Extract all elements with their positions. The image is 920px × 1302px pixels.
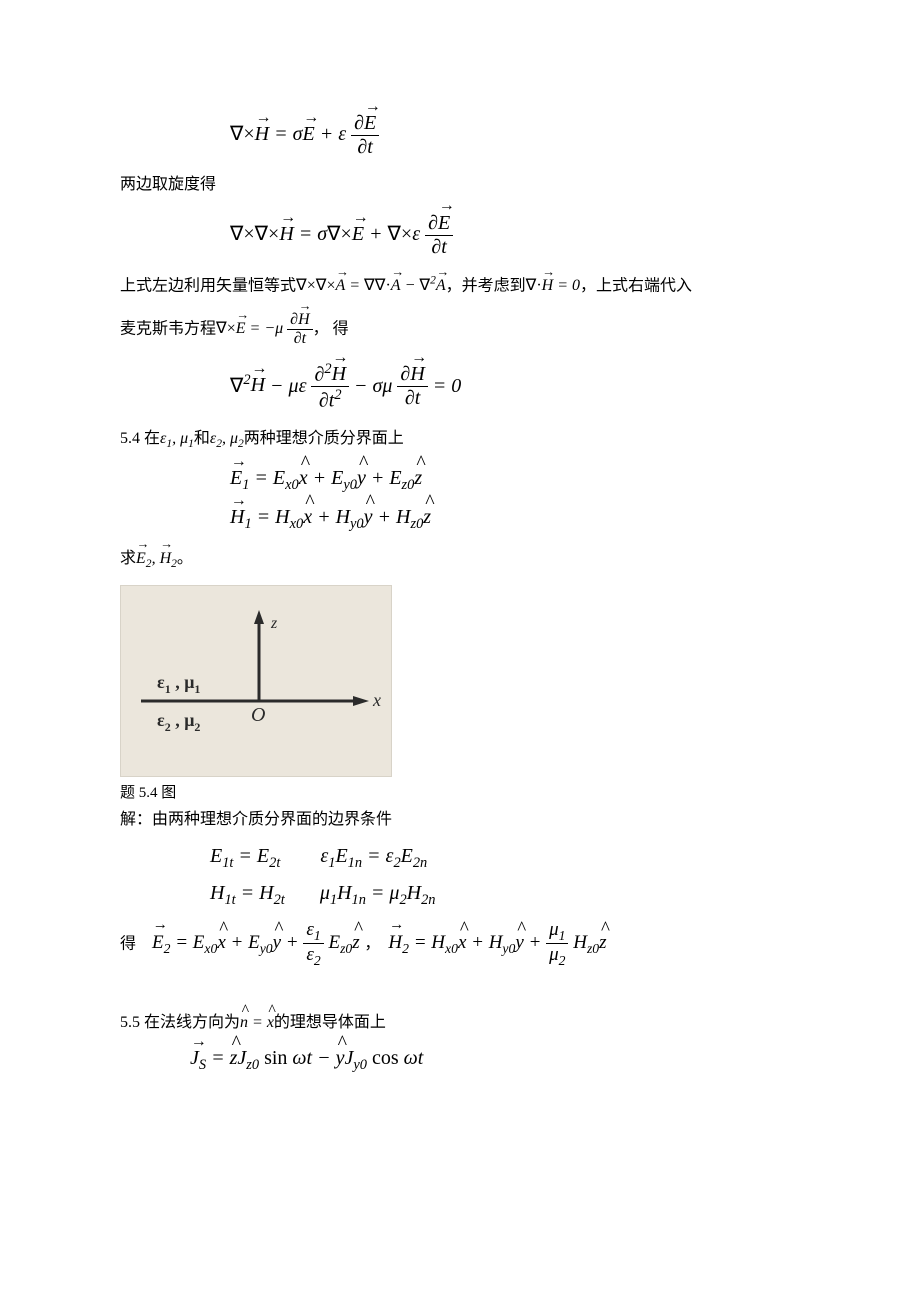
- equation-bc-H: H1t = H2t μ1H1n = μ2H2n: [120, 882, 800, 909]
- text-identity-mid: ，并考虑到: [446, 277, 526, 294]
- equation-bc-E: E1t = E2t ε1E1n = ε2E2n: [120, 845, 800, 872]
- p54-pre: 5.4 在: [120, 430, 160, 447]
- figure-5-4: z x O ε1 , μ1 ε2 , μ2: [120, 585, 392, 777]
- p54-find-post: 。: [177, 550, 193, 567]
- text-maxwell: 麦克斯韦方程∇×E = −μ ∂H∂t， 得: [120, 311, 800, 349]
- axis-label-x: x: [372, 690, 381, 710]
- p54-result-pre: 得: [120, 935, 136, 952]
- figure-caption: 题 5.4 图: [120, 781, 800, 802]
- fig-mu1-sub: 1: [194, 682, 200, 696]
- equation-wave-H: ∇2H − με ∂2H∂t2 − σμ ∂H∂t = 0: [120, 361, 800, 413]
- page-content: ∇×H = σE + ε ∂E∂t 两边取旋度得 ∇×∇×H = σ∇×E + …: [0, 0, 920, 1164]
- equation-H1: H1 = Hx0x + Hy0y + Hz0z: [120, 506, 800, 533]
- figure-5-4-svg: z x O ε1 , μ1 ε2 , μ2: [121, 586, 391, 776]
- equation-E1: E1 = Ex0x + Ey0y + Ez0z: [120, 467, 800, 494]
- text-take-curl: 两边取旋度得: [120, 171, 800, 200]
- problem-5-5-intro: 5.5 在法线方向为n = x的理想导体面上: [120, 1009, 800, 1038]
- p54-find-pre: 求: [120, 550, 136, 567]
- problem-5-4-find: 求E2, H2。: [120, 545, 800, 575]
- fig-mu2-sub: 2: [194, 720, 200, 734]
- text-vector-identity: 上式左边利用矢量恒等式∇×∇×A = ∇∇·A − ∇2A，并考虑到∇·H = …: [120, 271, 800, 301]
- equation-curl-H: ∇×H = σE + ε ∂E∂t: [120, 112, 800, 159]
- text-identity-post: ，上式右端代入: [580, 277, 692, 294]
- equation-Js: JS = zJz0 sin ωt − yJy0 cos ωt: [120, 1047, 800, 1074]
- p55-post: 的理想导体面上: [274, 1014, 386, 1031]
- problem-5-4-intro: 5.4 在ε1, μ1和ε2, μ2两种理想介质分界面上: [120, 425, 800, 455]
- text-maxwell-post: ， 得: [313, 320, 349, 337]
- origin-label: O: [251, 704, 265, 726]
- p54-post: 两种理想介质分界面上: [244, 430, 404, 447]
- problem-5-4-solution: 解：由两种理想介质分界面的边界条件: [120, 806, 800, 835]
- problem-5-4-result: 得 E2 = Ex0x + Ey0y + ε1ε2 Ez0z ， H2 = Hx…: [120, 919, 800, 969]
- axis-label-z: z: [270, 615, 278, 632]
- equation-curl-curl-H: ∇×∇×H = σ∇×E + ∇×ε ∂E∂t: [120, 212, 800, 259]
- p54-mid: 和: [194, 430, 210, 447]
- p55-pre: 5.5 在法线方向为: [120, 1014, 240, 1031]
- fig-mu2-mu: μ: [184, 710, 194, 730]
- fig-mu1-mu: μ: [184, 672, 194, 692]
- text-maxwell-pre: 麦克斯韦方程: [120, 320, 216, 337]
- text-identity-pre: 上式左边利用矢量恒等式: [120, 277, 296, 294]
